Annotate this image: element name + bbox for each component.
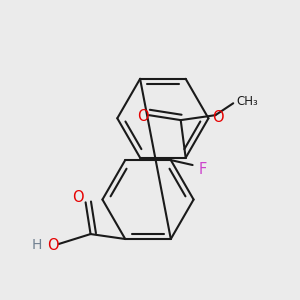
Text: O: O [137, 109, 149, 124]
Text: H: H [32, 238, 42, 252]
Text: O: O [47, 238, 59, 253]
Text: O: O [212, 110, 224, 124]
Text: CH₃: CH₃ [236, 95, 258, 108]
Text: F: F [198, 163, 207, 178]
Text: O: O [72, 190, 83, 205]
